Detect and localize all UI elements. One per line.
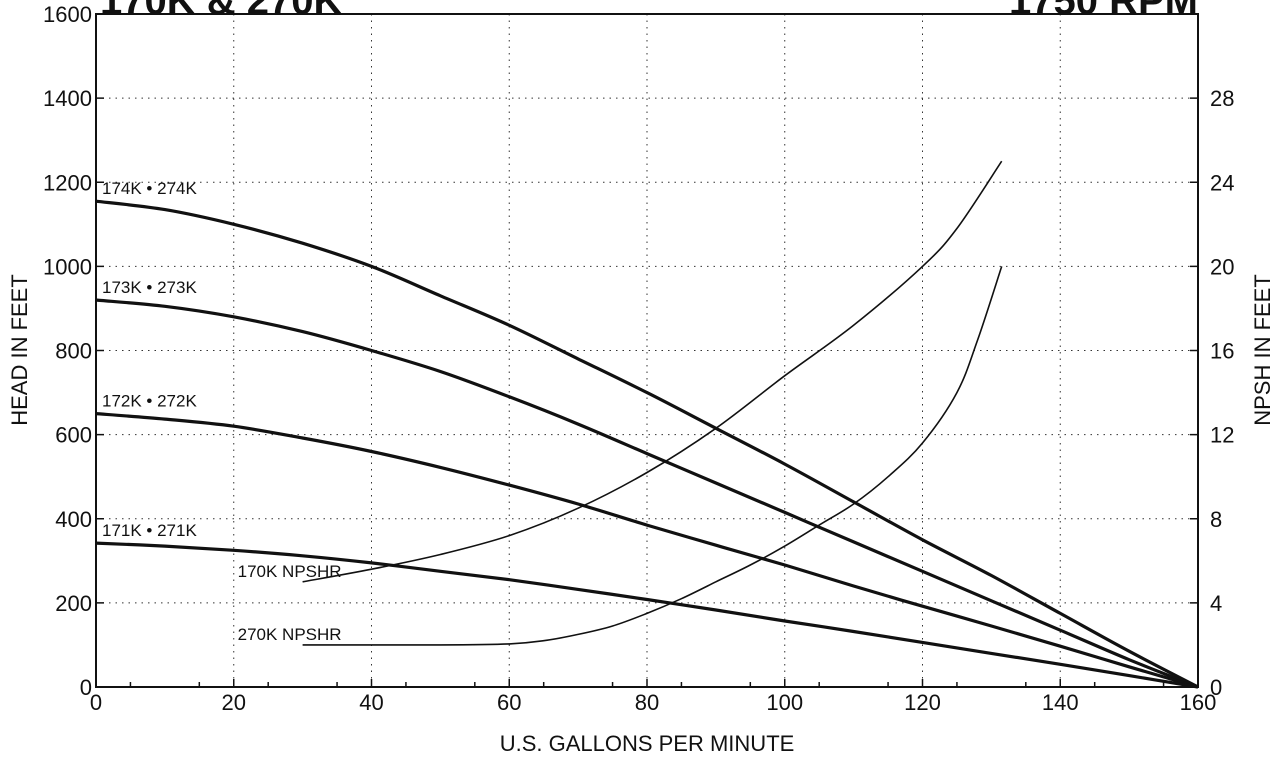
x-tick-label: 100 xyxy=(766,690,803,715)
y2-tick-label: 0 xyxy=(1210,675,1222,700)
y2-tick-label: 8 xyxy=(1210,507,1222,532)
x-axis-title: U.S. GALLONS PER MINUTE xyxy=(500,731,795,756)
grid-lines xyxy=(96,14,1198,687)
y-tick-label: 400 xyxy=(55,507,92,532)
y2-axis-title: NPSH IN FEET xyxy=(1250,274,1275,426)
series-label: 171K • 271K xyxy=(102,521,197,540)
y-tick-label: 200 xyxy=(55,591,92,616)
y-tick-label: 1600 xyxy=(43,2,92,27)
y-tick-label: 0 xyxy=(80,675,92,700)
y-tick-label: 1000 xyxy=(43,254,92,279)
x-tick-label: 40 xyxy=(359,690,383,715)
y-tick-labels: 0 200 400 600 800 1000 1200 1400 1600 xyxy=(43,2,92,700)
curves xyxy=(95,160,1199,689)
y-axis-title: HEAD IN FEET xyxy=(7,274,32,426)
curve-172k-272k xyxy=(95,412,1199,689)
x-tick-label: 60 xyxy=(497,690,521,715)
x-tick-label: 120 xyxy=(904,690,941,715)
curve-173k-273k xyxy=(95,298,1199,689)
curve-170k-npshr xyxy=(302,160,1003,583)
series-label: 170K NPSHR xyxy=(238,562,342,581)
curve-171k-271k xyxy=(95,541,1199,689)
series-label: 172K • 272K xyxy=(102,392,197,411)
curve-174k-274k xyxy=(95,199,1199,689)
x-tick-labels: 0 20 40 60 80 100 120 140 160 xyxy=(90,690,1216,715)
y-tick-label: 800 xyxy=(55,339,92,364)
y-tick-label: 1200 xyxy=(43,170,92,195)
curve-labels: 174K • 274K 173K • 273K 172K • 272K 171K • … xyxy=(102,179,342,644)
y-tick-label: 1400 xyxy=(43,86,92,111)
curve-270k-npshr xyxy=(302,266,1003,646)
x-tick-label: 0 xyxy=(90,690,102,715)
plot-frame xyxy=(95,13,1199,688)
series-label: 173K • 273K xyxy=(102,278,197,297)
y2-tick-label: 20 xyxy=(1210,254,1234,279)
x-tick-label: 140 xyxy=(1042,690,1079,715)
series-label: 174K • 274K xyxy=(102,179,197,198)
y2-tick-labels: 0 4 8 12 16 20 24 28 xyxy=(1210,86,1234,700)
y2-tick-label: 4 xyxy=(1210,591,1222,616)
y2-tick-label: 16 xyxy=(1210,339,1234,364)
series-label: 270K NPSHR xyxy=(238,625,342,644)
y2-tick-label: 12 xyxy=(1210,423,1234,448)
chart-title-left: 170K & 270K xyxy=(100,0,342,23)
x-tick-label: 160 xyxy=(1180,690,1217,715)
y2-tick-label: 28 xyxy=(1210,86,1234,111)
y-tick-label: 600 xyxy=(55,423,92,448)
chart-title-right: 1750 RPM xyxy=(1009,0,1198,23)
x-tick-label: 80 xyxy=(635,690,659,715)
y2-tick-label: 24 xyxy=(1210,170,1234,195)
x-tick-label: 20 xyxy=(222,690,246,715)
